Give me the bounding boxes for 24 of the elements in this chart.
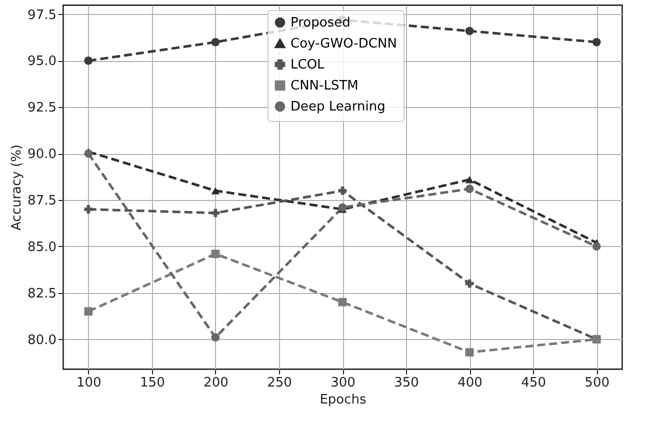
x-tick-label: 150 <box>140 376 165 390</box>
legend-label: Deep Learning <box>290 100 386 114</box>
y-tick-label: 87.5 <box>28 194 56 208</box>
y-tick-label: 90.0 <box>28 147 56 162</box>
x-axis-title: Epochs <box>320 392 367 408</box>
y-tick-label: 85.0 <box>28 240 56 255</box>
y-axis-title: Accuracy (%) <box>10 144 25 230</box>
x-tick-label: 300 <box>330 376 356 390</box>
y-tick-label: 82.5 <box>28 286 56 302</box>
y-tick-label: 95.0 <box>28 54 56 70</box>
y-tick-label: 92.5 <box>28 100 56 116</box>
x-tick-label: 350 <box>394 376 419 390</box>
x-tick-label: 200 <box>204 376 228 390</box>
legend-label: Proposed <box>290 16 350 30</box>
x-tick-label: 250 <box>267 376 292 390</box>
x-tick-label: 100 <box>76 376 102 390</box>
x-tick-label: 400 <box>458 376 482 390</box>
x-tick-label: 450 <box>521 376 546 390</box>
y-tick-label: 80.0 <box>28 332 56 348</box>
x-tick-label: 500 <box>584 376 610 390</box>
legend-label: Coy-GWO-DCNN <box>290 36 397 52</box>
y-tick-label: 97.5 <box>28 8 56 23</box>
legend-label: LCOL <box>290 58 326 72</box>
legend-label: CNN-LSTM <box>290 78 358 94</box>
